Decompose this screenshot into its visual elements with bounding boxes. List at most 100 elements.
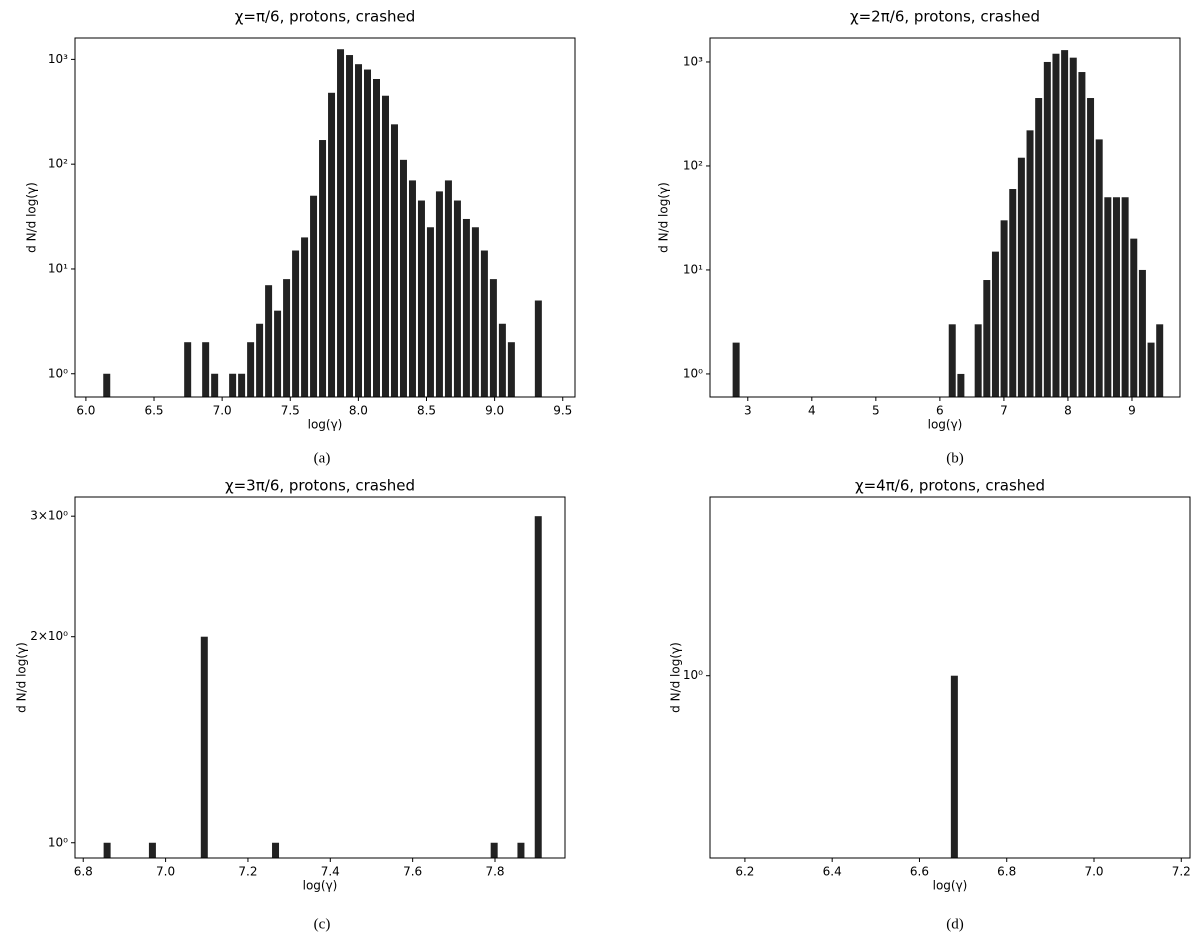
bar	[1121, 197, 1129, 397]
x-tick-label: 6.6	[910, 865, 929, 879]
x-tick-label: 7.2	[1172, 865, 1191, 879]
y-axis-label: d N/d log(γ)	[15, 642, 29, 713]
caption: (d)	[946, 916, 964, 932]
x-axis-label: log(γ)	[928, 418, 963, 432]
bar	[732, 342, 740, 397]
bar	[435, 191, 443, 397]
bar	[346, 55, 354, 397]
y-tick-label: 10¹	[683, 262, 703, 276]
bar	[1087, 98, 1095, 398]
bar	[507, 342, 515, 397]
x-tick-label: 6.5	[144, 404, 163, 418]
bar	[1095, 139, 1103, 397]
bar	[364, 69, 372, 397]
x-tick-label: 8	[1064, 404, 1072, 418]
bar	[471, 227, 479, 397]
caption: (c)	[314, 916, 331, 932]
x-tick-label: 6.0	[76, 404, 95, 418]
x-tick-label: 7.0	[1084, 865, 1103, 879]
x-tick-label: 5	[872, 404, 880, 418]
x-axis-label: log(γ)	[308, 418, 343, 432]
bar	[417, 200, 425, 397]
bar	[272, 842, 280, 858]
bar	[238, 373, 246, 397]
x-tick-label: 7.0	[156, 865, 175, 879]
x-tick-label: 7.2	[238, 865, 257, 879]
x-tick-label: 7.5	[281, 404, 300, 418]
x-tick-label: 8.0	[349, 404, 368, 418]
y-tick-label: 10⁰	[48, 366, 68, 380]
bar	[1017, 157, 1025, 397]
x-axis-label: log(γ)	[933, 879, 968, 893]
chart-title: χ=2π/6, protons, crashed	[850, 8, 1040, 26]
bar	[1035, 98, 1043, 398]
bar	[462, 218, 470, 397]
y-tick-label: 2×10⁰	[30, 629, 68, 643]
bar	[200, 636, 208, 858]
bar	[265, 285, 273, 397]
bar	[274, 310, 282, 397]
bar	[498, 323, 506, 397]
bar	[1078, 72, 1086, 398]
x-tick-label: 7.0	[213, 404, 232, 418]
bar	[480, 250, 488, 397]
y-tick-label: 10⁰	[683, 668, 703, 682]
bar	[1147, 342, 1155, 397]
bar	[247, 342, 255, 397]
bar	[256, 323, 264, 397]
x-tick-label: 6	[936, 404, 944, 418]
x-tick-label: 7	[1000, 404, 1008, 418]
bar	[1009, 189, 1017, 397]
bar	[372, 78, 380, 397]
x-tick-label: 7.8	[485, 865, 504, 879]
bar	[103, 373, 111, 397]
bar	[399, 159, 407, 397]
bar	[453, 200, 461, 397]
x-tick-label: 6.8	[74, 865, 93, 879]
x-tick-label: 7.6	[403, 865, 422, 879]
x-tick-label: 7.4	[321, 865, 340, 879]
bar	[957, 373, 965, 397]
y-tick-label: 10³	[48, 52, 68, 66]
axes-frame	[709, 496, 1191, 859]
bar	[490, 842, 498, 858]
bar	[1069, 57, 1077, 397]
chart-title: χ=4π/6, protons, crashed	[855, 477, 1045, 495]
bar	[489, 279, 497, 397]
bar	[948, 324, 956, 397]
bar	[381, 95, 389, 397]
bar	[1104, 197, 1112, 397]
y-tick-label: 10³	[683, 54, 703, 68]
x-tick-label: 6.8	[997, 865, 1016, 879]
y-axis-label: d N/d log(γ)	[669, 642, 683, 713]
bar	[292, 250, 300, 397]
bar	[1043, 61, 1051, 398]
bar	[229, 373, 237, 397]
x-tick-label: 9.5	[553, 404, 572, 418]
x-tick-label: 9.0	[485, 404, 504, 418]
x-tick-label: 3	[744, 404, 752, 418]
caption: (b)	[946, 450, 964, 466]
bar	[534, 516, 542, 858]
x-tick-label: 8.5	[417, 404, 436, 418]
chart-title: χ=3π/6, protons, crashed	[225, 477, 415, 495]
y-tick-label: 3×10⁰	[30, 509, 68, 523]
bar	[1138, 269, 1146, 397]
x-axis-label: log(γ)	[303, 879, 338, 893]
bar	[310, 195, 318, 397]
bar	[319, 140, 327, 397]
bar	[1061, 50, 1069, 397]
chart-title: χ=π/6, protons, crashed	[235, 8, 416, 26]
bar	[983, 280, 991, 397]
x-tick-label: 6.4	[823, 865, 842, 879]
bar	[1112, 197, 1120, 397]
axes-frame	[74, 37, 576, 398]
bar	[202, 342, 210, 397]
bar	[426, 227, 434, 397]
y-tick-label: 10²	[48, 157, 68, 171]
x-tick-label: 6.2	[735, 865, 754, 879]
bar	[184, 342, 192, 397]
y-axis-label: d N/d log(γ)	[657, 182, 671, 253]
bar	[950, 675, 958, 858]
